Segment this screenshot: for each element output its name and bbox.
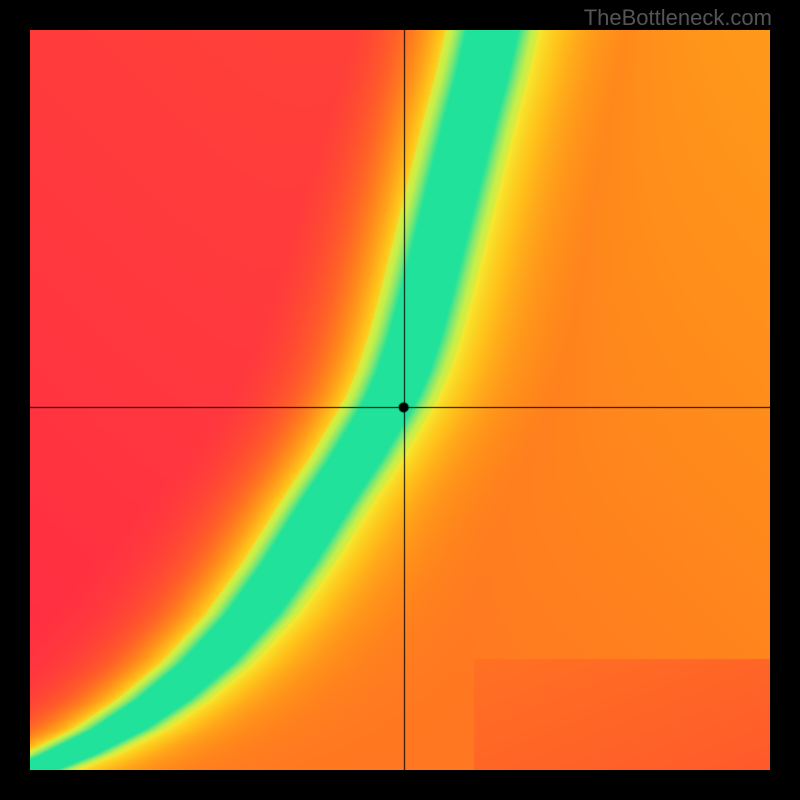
heatmap-overlay	[30, 30, 770, 770]
bottleneck-heatmap	[30, 30, 770, 770]
watermark: TheBottleneck.com	[584, 5, 772, 31]
